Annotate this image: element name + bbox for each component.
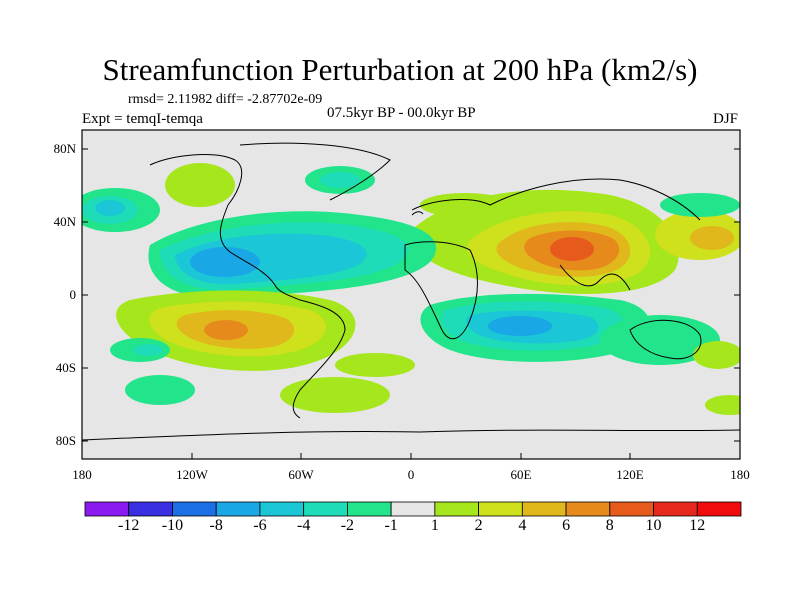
colorbar-box (172, 501, 217, 517)
colorbar-label: 8 (605, 517, 614, 534)
colorbar-box (259, 501, 305, 517)
colorbar-label: -4 (296, 517, 311, 534)
colorbar-label: -1 (384, 517, 398, 534)
y-tick-marks (82, 148, 740, 442)
colorbar-box (128, 501, 173, 517)
colorbar-box (215, 501, 261, 517)
colorbar-box (346, 501, 392, 517)
y-tick-label: 40N (53, 214, 76, 229)
y-tick-label: 0 (69, 287, 77, 302)
colorbar-label: 6 (562, 517, 571, 534)
y-tick-label: 40S (55, 360, 76, 375)
contour-field (82, 130, 740, 459)
colorbar-label: -6 (253, 517, 267, 534)
colorbar-box (478, 501, 523, 517)
x-tick-label: 60E (510, 467, 532, 482)
colorbar-label: 4 (518, 517, 527, 534)
season-label: DJF (713, 111, 739, 127)
x-tick-label: 180 (72, 467, 92, 482)
coastlines (82, 142, 740, 441)
colorbar-label: 10 (645, 517, 662, 534)
x-tick-label: 120W (176, 467, 208, 482)
colorbar-label: -8 (209, 517, 223, 534)
colorbar-box (434, 501, 480, 517)
colorbar-box (390, 501, 436, 517)
colorbar-box (303, 501, 348, 517)
colorbar-box (84, 501, 130, 517)
y-tick-label: 80S (55, 433, 76, 448)
colorbar-label: -10 (161, 517, 184, 534)
colorbar-label: -2 (340, 517, 355, 534)
y-tick-label: 80N (53, 141, 76, 156)
colorbar-box (565, 501, 611, 517)
colorbar-label: 12 (689, 517, 706, 534)
x-tick-label: 120E (616, 467, 644, 482)
map-title: Streamfunction Perturbation at 200 hPa (… (102, 52, 698, 87)
colorbar-box (521, 501, 567, 517)
colorbar (84, 501, 742, 517)
stats-text: rmsd= 2.11982 diff= -2.87702e-09 (128, 92, 323, 107)
experiment-label: Expt = temqI-temqa (82, 111, 203, 127)
x-tick-label: 60W (288, 467, 314, 482)
x-tick-marks (81, 453, 741, 459)
period-label: 07.5kyr BP - 00.0kyr BP (327, 105, 476, 121)
x-tick-label: 0 (407, 467, 415, 482)
colorbar-box (696, 501, 742, 517)
colorbar-label: -12 (118, 517, 140, 534)
x-tick-label: 180 (730, 467, 750, 482)
colorbar-label: 2 (474, 517, 483, 534)
colorbar-label: 1 (430, 517, 439, 534)
colorbar-box (609, 501, 654, 517)
colorbar-box (653, 501, 698, 517)
